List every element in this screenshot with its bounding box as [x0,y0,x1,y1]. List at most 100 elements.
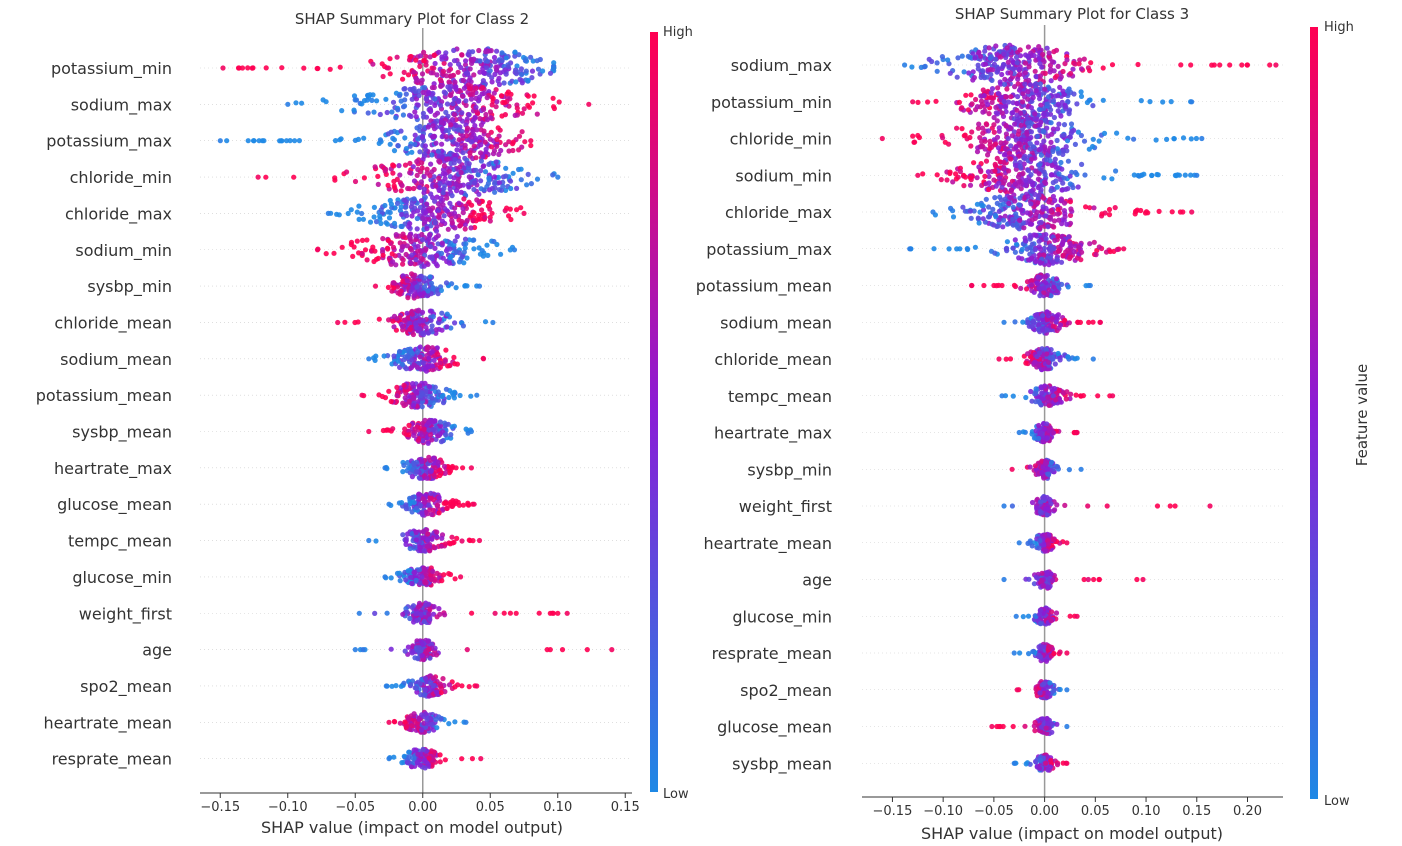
shap-point [417,544,423,550]
shap-point [502,100,508,106]
shap-point [476,199,482,205]
shap-point [1061,175,1067,181]
shap-point [1055,126,1061,132]
shap-point [1065,88,1071,94]
shap-point [438,78,444,84]
shap-point [1026,323,1032,329]
shap-point [1068,121,1075,127]
shap-point [401,382,407,388]
shap-point [422,143,428,149]
shap-point [456,137,462,143]
feature-points [910,80,1195,123]
shap-point [505,89,511,95]
shap-point [413,233,419,239]
shap-point [446,260,453,266]
shap-point [963,92,969,98]
shap-point [1055,108,1061,114]
shap-point [478,142,484,148]
shap-point [1032,247,1038,253]
shap-point [401,86,407,92]
shap-point [496,58,502,64]
shap-point [459,93,466,99]
shap-point [394,384,400,390]
shap-point [494,143,500,149]
shap-point [438,250,445,256]
shap-point [978,168,984,175]
shap-point [481,90,487,96]
shap-point [381,353,387,359]
shap-point [959,105,965,111]
shap-point [494,136,500,142]
shap-point [1016,66,1022,72]
shap-point [354,209,360,215]
shap-point [489,210,495,216]
shap-point [436,158,442,164]
shap-point [427,208,433,214]
shap-point [402,719,408,725]
shap-point [484,117,490,123]
shap-point [411,178,418,184]
shap-point [1024,286,1030,292]
shap-point [441,186,447,192]
shap-point [443,109,449,115]
shap-point [934,60,940,66]
shap-point [418,611,424,617]
shap-point [465,165,471,171]
shap-point [404,243,410,249]
shap-point [440,255,446,261]
shap-point [1034,116,1040,122]
shap-point [411,461,417,467]
shap-point [503,187,509,193]
shap-point [1047,214,1053,220]
shap-point [1057,76,1063,82]
shap-point [352,178,359,185]
shap-point [1017,217,1023,223]
shap-point [507,610,513,616]
shap-point [452,79,458,85]
shap-point [1096,244,1102,250]
shap-point [482,214,488,220]
shap-point [983,61,989,67]
shap-point [439,578,445,584]
shap-point [364,257,370,263]
shap-point [1016,202,1023,208]
shap-point [1055,101,1061,107]
shap-point [397,578,403,584]
shap-point [1032,68,1038,74]
shap-point [425,440,431,446]
shap-point [486,175,492,181]
shap-point [431,604,437,610]
feature-points [285,82,592,127]
shap-point [950,214,957,220]
shap-point [1075,184,1081,190]
shap-point [510,139,516,145]
shap-point [439,240,445,246]
shap-point [1035,274,1041,280]
feature-label: sysbp_min [87,277,172,297]
shap-point [1012,162,1019,168]
shap-point [1188,172,1194,178]
shap-point [420,215,426,221]
shap-point [989,77,995,83]
feature-label: glucose_mean [57,495,172,515]
shap-point [968,215,974,221]
shap-point [364,97,370,103]
shap-point [337,64,343,70]
shap-point [435,351,441,357]
shap-point [1038,152,1044,158]
shap-point [1025,120,1031,126]
shap-point [414,618,420,624]
shap-point [462,145,468,151]
shap-point [426,755,432,761]
shap-point [485,203,491,209]
shap-point [332,177,338,183]
shap-point [372,164,378,170]
shap-point [1025,96,1031,102]
shap-point [454,105,460,111]
shap-point [278,138,284,144]
shap-point [420,535,426,541]
feature-points [359,380,480,410]
shap-point [413,114,419,120]
shap-point [1001,62,1007,68]
shap-point [354,238,360,244]
